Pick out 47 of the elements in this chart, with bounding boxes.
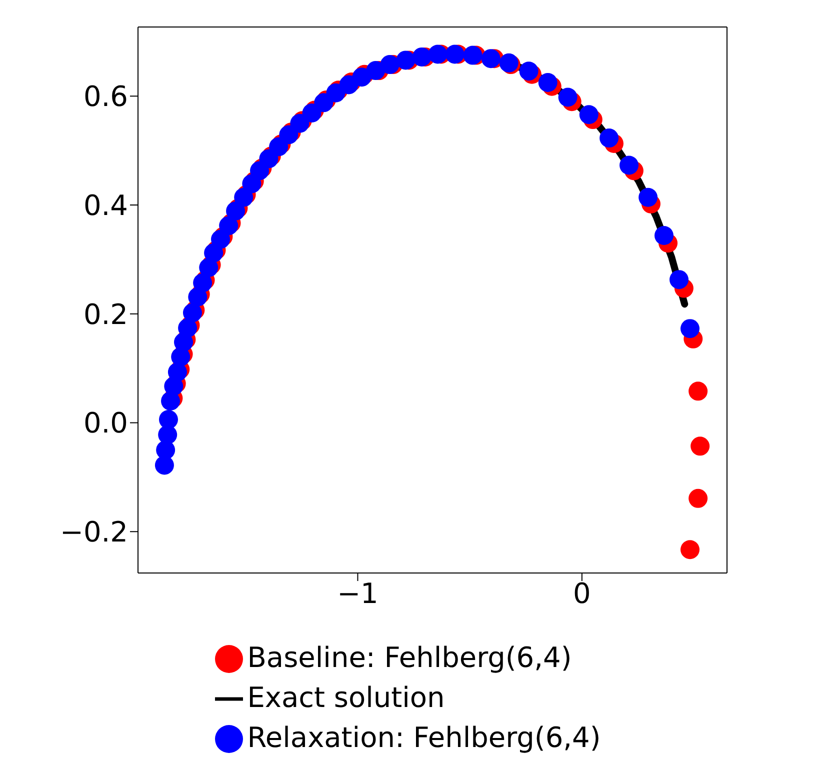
point: [428, 44, 448, 64]
point: [259, 149, 278, 168]
point: [204, 243, 224, 262]
point: [481, 49, 500, 68]
point: [620, 156, 639, 175]
point: [412, 47, 432, 66]
point: [579, 105, 598, 124]
point: [670, 270, 689, 290]
point: [538, 73, 558, 92]
point: [211, 230, 230, 249]
point: [290, 114, 310, 133]
point: [638, 188, 658, 207]
x-tick-label: 0: [573, 576, 591, 610]
y-tick-label: 0.2: [83, 298, 128, 331]
point: [156, 440, 176, 460]
point: [600, 128, 619, 148]
point: [680, 319, 700, 338]
legend-label: Exact solution: [247, 681, 445, 714]
x-tick-label: −1: [337, 576, 378, 610]
point: [688, 488, 708, 508]
point: [690, 436, 710, 456]
point: [463, 46, 482, 65]
point: [326, 83, 346, 102]
point: [519, 62, 538, 81]
point: [380, 55, 400, 74]
point: [199, 258, 218, 278]
point: [226, 201, 246, 220]
point: [234, 188, 254, 207]
y-tick-label: 0.0: [83, 406, 128, 440]
point: [558, 88, 578, 107]
point: [366, 61, 386, 80]
point: [279, 125, 298, 144]
point: [314, 93, 334, 112]
y-tick-label: 0.6: [83, 80, 128, 114]
point: [680, 540, 700, 560]
y-tick-label: −0.2: [60, 516, 128, 549]
legend-label: Relaxation: Fehlberg(6,4): [247, 721, 601, 754]
y-tick-label: 0.4: [83, 188, 128, 222]
point: [302, 104, 322, 123]
point: [158, 410, 178, 429]
point: [688, 382, 708, 401]
point: [269, 137, 288, 156]
legend-label: Baseline: Fehlberg(6,4): [247, 641, 572, 674]
point: [396, 50, 416, 70]
point: [654, 226, 674, 245]
point: [178, 318, 198, 338]
point: [182, 303, 202, 322]
